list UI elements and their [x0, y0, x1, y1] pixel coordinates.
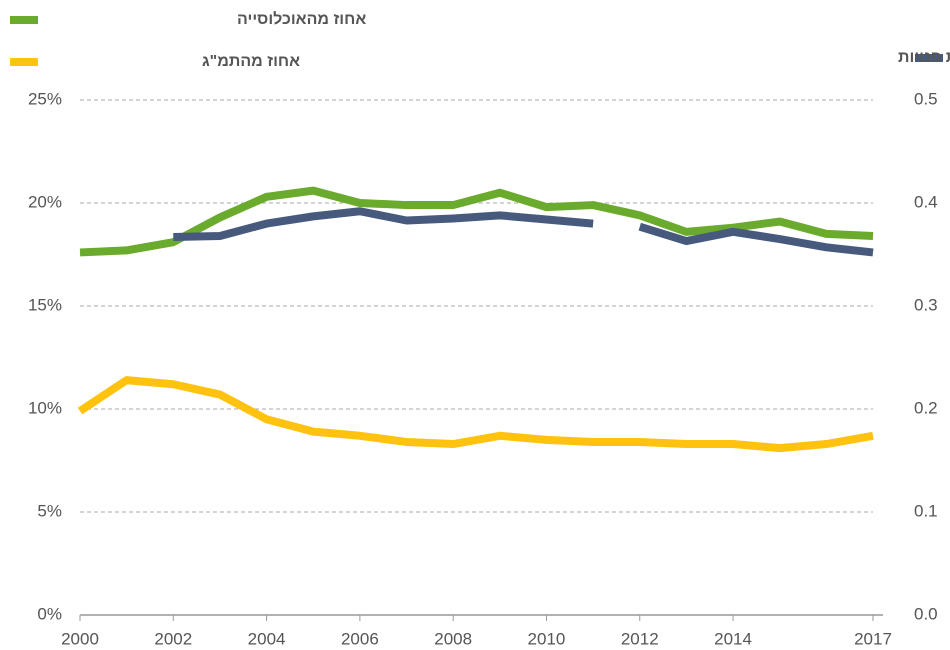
series-line: [79, 186, 874, 257]
y-tick-label: 25%: [28, 89, 62, 108]
y2-tick-label: 0.2: [914, 398, 938, 417]
series-line: [77, 376, 874, 453]
y2-tick-label: 0.4: [914, 192, 938, 211]
x-tick-label: 2014: [714, 629, 752, 648]
series-line: [638, 222, 874, 257]
y2-tick-label: 0.0: [914, 604, 938, 623]
x-tick-label: 2002: [154, 629, 192, 648]
y2-tick-label: 0.1: [914, 501, 938, 520]
legend-label: אחוז מהתמ"ג: [202, 53, 300, 70]
legend-label: אחוז מהאוכלוסייה: [237, 10, 366, 28]
x-tick-label: 2012: [621, 629, 659, 648]
legend-label: מדד ג'יני לאי שוויון בהכנסות פנויות: [898, 48, 950, 66]
y-tick-label: 10%: [28, 398, 62, 417]
y-tick-label: 20%: [28, 192, 62, 211]
y2-tick-label: 0.5: [914, 89, 938, 108]
x-tick-label: 2008: [434, 629, 472, 648]
x-tick-label: 2010: [528, 629, 566, 648]
x-tick-label: 2000: [61, 629, 99, 648]
y2-tick-label: 0.3: [914, 295, 938, 314]
series-line: [173, 207, 594, 241]
x-tick-label: 2004: [248, 629, 286, 648]
y-tick-label: 0%: [37, 604, 62, 623]
y-tick-label: 15%: [28, 295, 62, 314]
x-tick-label: 2006: [341, 629, 379, 648]
y-tick-label: 5%: [37, 501, 62, 520]
x-tick-label: 2017: [854, 629, 892, 648]
